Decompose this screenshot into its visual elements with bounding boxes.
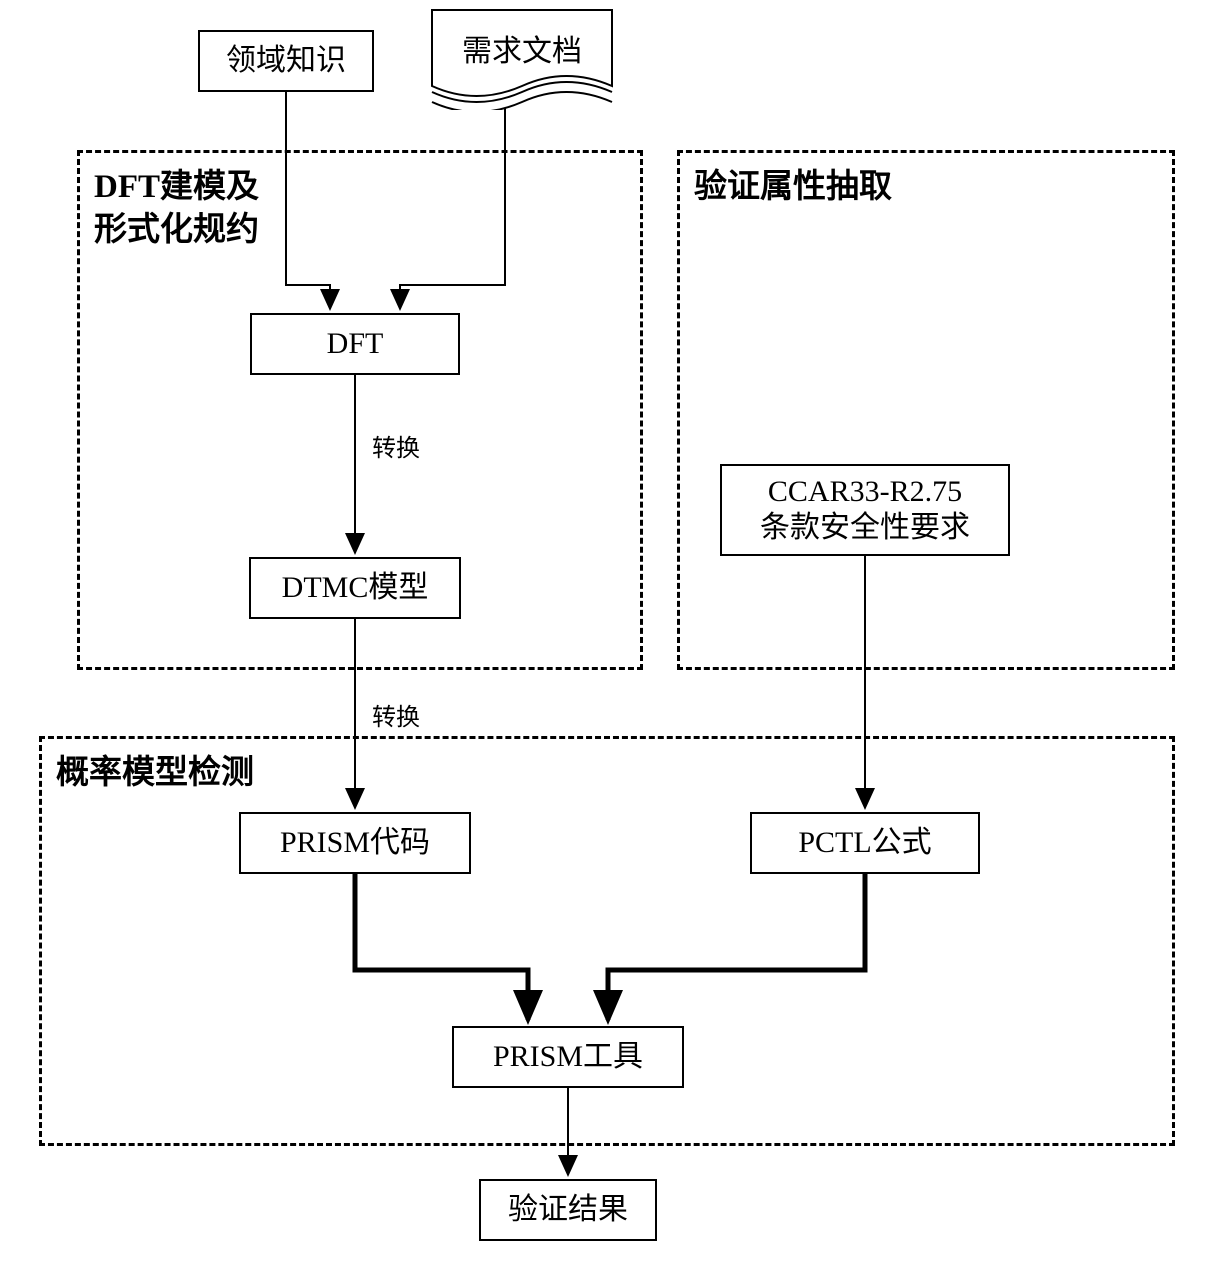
node-prism-code: PRISM代码 [239,812,471,874]
region-bottom-label: 概率模型检测 [56,752,254,795]
region-left-label-line2: 形式化规约 [94,212,259,248]
region-left-label: DFT建模及 形式化规约 [94,166,259,252]
region-right-label: 验证属性抽取 [694,166,892,209]
node-req-doc-label: 需求文档 [430,26,614,70]
node-result: 验证结果 [479,1179,657,1241]
region-left-label-line1: DFT建模及 [94,169,259,205]
node-ccar: CCAR33-R2.75 条款安全性要求 [720,464,1010,556]
node-prism-tool: PRISM工具 [452,1026,684,1088]
node-ccar-line2: 条款安全性要求 [760,511,970,544]
node-req-doc: 需求文档 [430,8,614,110]
node-ccar-line1: CCAR33-R2.75 [768,475,962,508]
node-dft: DFT [250,313,460,375]
edge-label-dft-dtmc: 转换 [370,428,422,463]
node-domain-knowledge: 领域知识 [198,30,374,92]
edge-label-dtmc-prism: 转换 [370,697,422,732]
node-dtmc: DTMC模型 [249,557,461,619]
node-pctl: PCTL公式 [750,812,980,874]
flowchart-diagram: DFT建模及 形式化规约 验证属性抽取 概率模型检测 领域知识 需求文档 DFT… [0,0,1208,1265]
region-verification-attr [677,150,1175,670]
